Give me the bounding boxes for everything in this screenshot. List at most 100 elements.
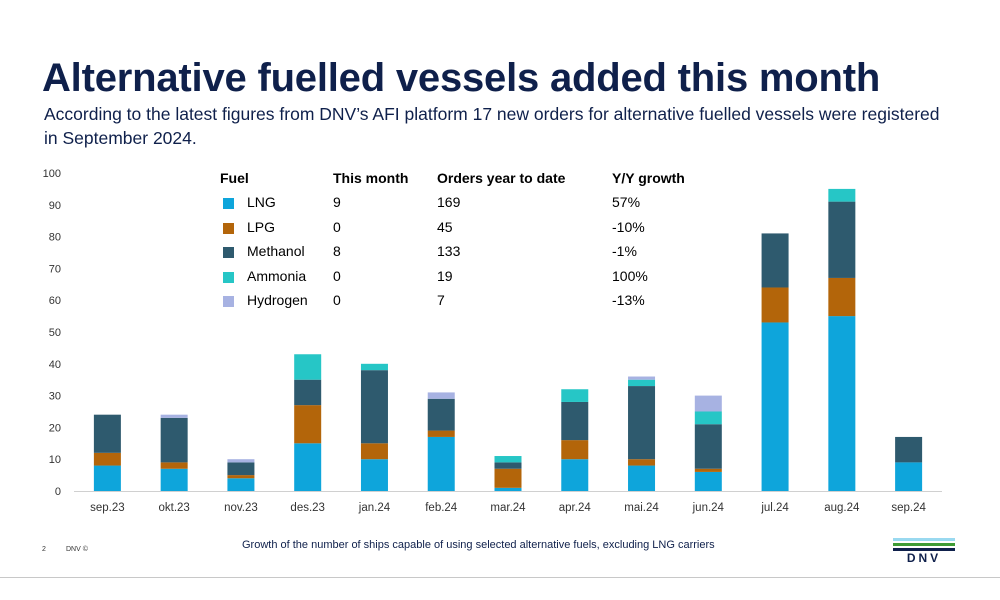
slide-subtitle: According to the latest figures from DNV… (44, 104, 940, 148)
fuel-name: LNG (247, 194, 276, 211)
x-tick-label: sep.23 (90, 502, 125, 514)
swatch-lpg (223, 222, 234, 234)
bar-segment-hydrogen (694, 395, 722, 412)
bar-segment-ammonia (828, 188, 856, 202)
x-tick-label: nov.23 (224, 502, 258, 514)
yy-growth-value: 100% (612, 267, 648, 284)
header-fuel: Fuel (220, 170, 249, 186)
bar-segment-lpg (694, 468, 722, 472)
y-tick-label: 30 (49, 391, 61, 403)
legend-row-ammonia: Ammonia 0 19 100% (220, 264, 712, 289)
bar-segment-hydrogen (160, 414, 188, 418)
bar-segment-lng (227, 478, 255, 491)
y-tick-label: 40 (49, 359, 61, 371)
y-tick-label: 10 (49, 454, 61, 466)
x-tick-label: jan.24 (358, 502, 391, 514)
x-tick-label: sep.24 (891, 502, 926, 514)
x-tick-label: jun.24 (692, 502, 725, 514)
bar-segment-methanol (360, 370, 388, 444)
bar-segment-methanol (761, 233, 789, 288)
bar-segment-methanol (561, 401, 589, 441)
bar-segment-lng (294, 443, 322, 491)
ytd-value: 45 (437, 218, 453, 235)
y-tick-label: 100 (43, 168, 61, 180)
this-month-value: 9 (333, 194, 341, 211)
x-tick-label: mar.24 (490, 502, 526, 514)
bar-segment-lpg (628, 459, 656, 466)
legend-row-lpg: LPG 0 45 -10% (220, 215, 712, 240)
x-tick-label: des.23 (290, 502, 325, 514)
logo-stripe (893, 538, 955, 541)
legend-table: Fuel This month Orders year to date Y/Y … (220, 166, 712, 313)
bar-segment-hydrogen (628, 376, 656, 380)
slide-title: Alternative fuelled vessels added this m… (42, 56, 881, 100)
bar-segment-lng (427, 436, 455, 491)
yy-growth-value: -1% (612, 243, 637, 260)
bar-segment-lng (360, 459, 388, 491)
y-tick-label: 70 (49, 263, 61, 275)
ytd-value: 19 (437, 267, 453, 284)
slide-frame (0, 577, 1000, 578)
legend-header-row: Fuel This month Orders year to date Y/Y … (220, 166, 712, 190)
yy-growth-value: -10% (612, 218, 645, 235)
bar-segment-ammonia (694, 411, 722, 425)
bar-segment-methanol (628, 386, 656, 460)
bar-segment-ammonia (628, 379, 656, 387)
x-tick-label: feb.24 (425, 502, 458, 514)
chart-caption: Growth of the number of ships capable of… (242, 539, 715, 551)
bar-segment-ammonia (561, 389, 589, 402)
y-tick-label: 90 (49, 200, 61, 212)
bar-segment-hydrogen (227, 459, 255, 463)
dnv-logo: DNV (893, 538, 955, 565)
this-month-value: 8 (333, 243, 341, 260)
page-number: 2 (42, 546, 46, 553)
yy-growth-value: -13% (612, 292, 645, 309)
fuel-name: LPG (247, 218, 276, 235)
bar-segment-lng (761, 322, 789, 491)
fuel-name: Ammonia (247, 267, 307, 284)
ytd-value: 169 (437, 194, 461, 211)
bar-segment-lpg (427, 430, 455, 437)
logo-stripe (893, 548, 955, 551)
bar-segment-methanol (494, 462, 522, 469)
x-tick-label: apr.24 (559, 502, 592, 514)
bar-segment-lng (93, 465, 121, 491)
bar-segment-lng (895, 462, 923, 491)
swatch-methanol (223, 247, 234, 259)
swatch-hydrogen (223, 296, 234, 308)
bar-segment-lpg (761, 287, 789, 323)
bar-segment-ammonia (294, 354, 322, 380)
fuel-name: Hydrogen (247, 292, 308, 309)
bar-segment-methanol (694, 424, 722, 469)
legend-row-hydrogen: Hydrogen 0 7 -13% (220, 288, 712, 313)
this-month-value: 0 (333, 292, 341, 309)
bar-segment-lpg (561, 440, 589, 460)
fuel-name: Methanol (247, 243, 305, 260)
bar-segment-lpg (93, 452, 121, 466)
y-tick-label: 0 (55, 486, 61, 498)
x-tick-label: mai.24 (624, 502, 659, 514)
legend-row-lng: LNG 9 169 57% (220, 190, 712, 215)
bar-segment-lpg (360, 443, 388, 460)
bar-segment-lng (828, 316, 856, 491)
bar-segment-methanol (294, 379, 322, 406)
header-orders-ytd: Orders year to date (437, 170, 566, 186)
x-tick-label: aug.24 (824, 502, 860, 514)
header-yy-growth: Y/Y growth (612, 170, 685, 186)
bar-segment-ammonia (360, 363, 388, 371)
ytd-value: 7 (437, 292, 445, 309)
bar-segment-hydrogen (427, 392, 455, 399)
bar-segment-lng (494, 487, 522, 491)
bar-segment-lpg (160, 462, 188, 469)
bar-segment-lng (561, 459, 589, 491)
legend-row-methanol: Methanol 8 133 -1% (220, 239, 712, 264)
y-tick-label: 20 (49, 422, 61, 434)
bar-segment-ammonia (494, 456, 522, 463)
bar-segment-lng (160, 468, 188, 491)
x-tick-label: jul.24 (760, 502, 789, 514)
bar-segment-methanol (93, 414, 121, 453)
logo-text: DNV (906, 551, 942, 565)
bar-segment-lpg (828, 277, 856, 317)
bar-segment-methanol (227, 462, 255, 476)
bar-segment-methanol (160, 417, 188, 463)
